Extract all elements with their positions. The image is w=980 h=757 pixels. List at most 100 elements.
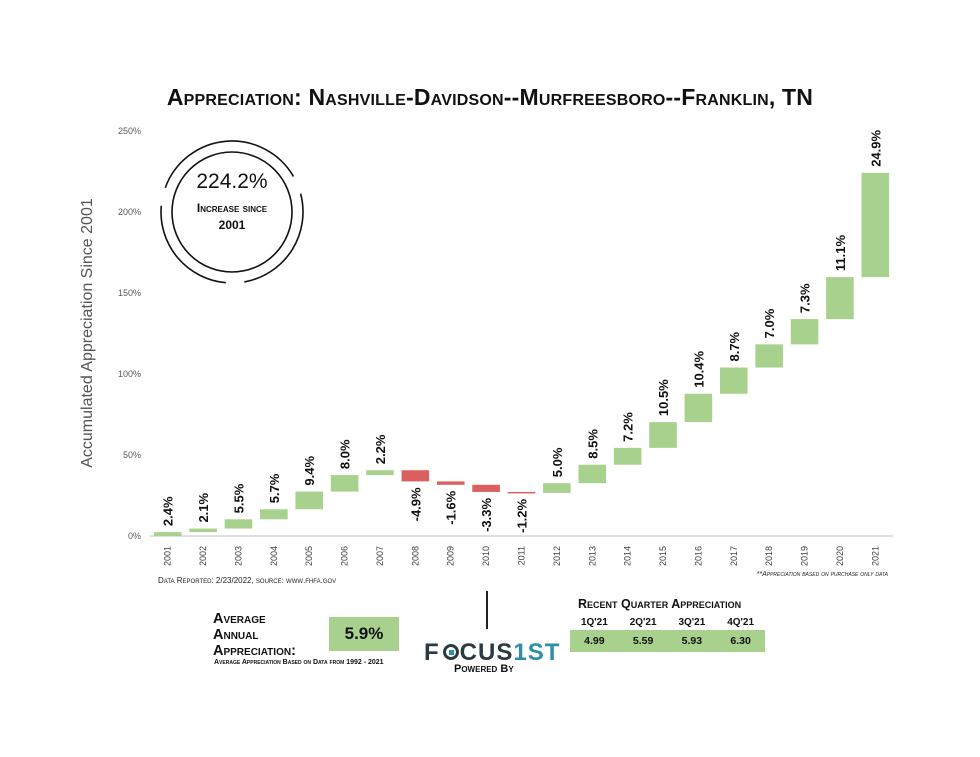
data-label: 7.2% — [621, 412, 636, 442]
average-note: Average Appreciation Based on Data from … — [214, 659, 384, 666]
x-tick-label: 2009 — [446, 546, 456, 566]
x-tick-label: 2005 — [304, 546, 314, 566]
y-tick-label: 150% — [118, 288, 141, 298]
recent-quarter-title: Recent Quarter Appreciation — [578, 597, 742, 611]
y-axis-label: Accumulated Appreciation Since 2001 — [79, 198, 96, 468]
x-tick-label: 2007 — [375, 546, 385, 566]
waterfall-bar — [684, 393, 713, 423]
focus1st-logo: F CUS1ST — [424, 639, 559, 685]
callout-outer-arc — [164, 140, 295, 188]
waterfall-bar — [189, 528, 217, 533]
data-label: -1.6% — [444, 490, 459, 524]
waterfall-bar — [295, 491, 324, 510]
divider-line — [486, 591, 488, 629]
x-tick-label: 2004 — [269, 546, 279, 566]
data-label: 10.4% — [691, 350, 706, 387]
x-tick-label: 2008 — [410, 546, 420, 566]
waterfall-bar — [861, 172, 890, 278]
data-label: -3.3% — [479, 498, 494, 532]
y-tick-label: 100% — [118, 369, 141, 379]
x-tick-label: 2006 — [340, 546, 350, 566]
average-annual-value: 5.9% — [329, 617, 399, 651]
source-note: Data Reported: 2/23/2022, source: www.fh… — [158, 576, 337, 585]
waterfall-bar — [543, 483, 571, 493]
x-tick-label: 2018 — [764, 546, 774, 566]
y-tick-label: 200% — [118, 207, 141, 217]
y-tick-label: 250% — [118, 126, 141, 136]
waterfall-bar — [507, 491, 536, 494]
chart-title: Appreciation: Nashville-Davidson--Murfre… — [166, 84, 814, 110]
y-tick-label: 50% — [123, 450, 141, 460]
waterfall-bar — [649, 422, 677, 448]
data-label: 5.0% — [550, 447, 565, 477]
waterfall-bar — [826, 277, 854, 320]
data-label: 2.1% — [196, 492, 211, 522]
powered-by-label: Powered By — [454, 663, 514, 675]
total-increase-callout: 224.2% Increase since 2001 — [165, 170, 299, 234]
quarter-value: 6.30 — [730, 635, 751, 647]
data-label: 11.1% — [833, 235, 848, 272]
data-label: 24.9% — [868, 129, 883, 166]
callout-inner-ring — [171, 151, 293, 273]
data-label: 5.5% — [231, 483, 246, 513]
waterfall-bar — [366, 470, 394, 476]
total-increase-caption: Increase since 2001 — [165, 200, 299, 234]
quarter-value: 5.93 — [681, 635, 703, 647]
data-label: 5.7% — [267, 473, 282, 503]
average-annual-label: Average Annual Appreciation: — [213, 611, 323, 659]
x-tick-label: 2021 — [870, 546, 880, 566]
data-label: 8.5% — [585, 429, 600, 459]
total-increase-value: 224.2% — [196, 170, 268, 193]
x-tick-label: 2011 — [517, 546, 527, 565]
quarter-value: 5.59 — [632, 635, 654, 647]
data-label: 7.3% — [798, 283, 813, 313]
logo-letters-cus: CUS — [459, 639, 514, 666]
logo-letter-f: F — [424, 639, 440, 666]
house-icon — [443, 644, 459, 660]
waterfall-bar — [755, 344, 783, 368]
x-tick-label: 2019 — [800, 546, 810, 566]
callout-outer-arc — [160, 205, 226, 284]
data-label: 8.0% — [338, 439, 353, 469]
waterfall-bar — [790, 319, 819, 345]
waterfall-bar — [224, 519, 253, 529]
x-tick-label: 2016 — [693, 546, 703, 566]
x-tick-label: 2003 — [233, 546, 243, 566]
waterfall-bar — [153, 532, 182, 536]
data-label: 8.7% — [727, 331, 742, 361]
x-tick-label: 2014 — [623, 546, 633, 566]
data-label: -1.2% — [515, 498, 530, 532]
x-tick-label: 2012 — [552, 546, 562, 566]
x-tick-label: 2001 — [163, 546, 173, 566]
y-tick-label: 0% — [128, 531, 141, 541]
x-tick-label: 2017 — [729, 546, 739, 566]
data-label: -4.9% — [408, 487, 423, 521]
average-label-line1: Average — [213, 611, 266, 627]
waterfall-bar — [613, 447, 642, 465]
callout-outer-arc — [244, 193, 304, 283]
logo-wordmark: F CUS1ST — [424, 639, 560, 667]
x-tick-label: 2010 — [481, 546, 491, 566]
waterfall-bar — [578, 464, 607, 484]
quarter-value: 4.99 — [584, 635, 605, 647]
average-label-line3: Appreciation: — [213, 643, 296, 659]
waterfall-bar — [260, 509, 288, 520]
recent-quarter-headers: 1Q'21 2Q'21 3Q'21 4Q'21 — [570, 617, 765, 628]
x-tick-label: 2015 — [658, 546, 668, 566]
quarter-header: 2Q'21 — [629, 617, 657, 628]
recent-quarter-values: 4.99 5.59 5.93 6.30 — [570, 630, 765, 652]
data-label: 2.4% — [161, 496, 176, 526]
footnote: **Appreciation based on purchase only da… — [756, 571, 888, 578]
waterfall-bar — [472, 484, 500, 492]
total-increase-caption-line2: 2001 — [218, 218, 246, 232]
logo-letters-1st: 1ST — [513, 639, 561, 666]
x-tick-label: 2020 — [835, 546, 845, 566]
waterfall-bar — [436, 481, 465, 485]
x-tick-label: 2002 — [198, 546, 208, 566]
average-label-line2: Annual — [213, 627, 259, 643]
quarter-header: 1Q'21 — [580, 617, 608, 628]
quarter-header: 4Q'21 — [727, 617, 755, 628]
waterfall-bar — [330, 475, 359, 492]
data-label: 10.5% — [656, 379, 671, 416]
